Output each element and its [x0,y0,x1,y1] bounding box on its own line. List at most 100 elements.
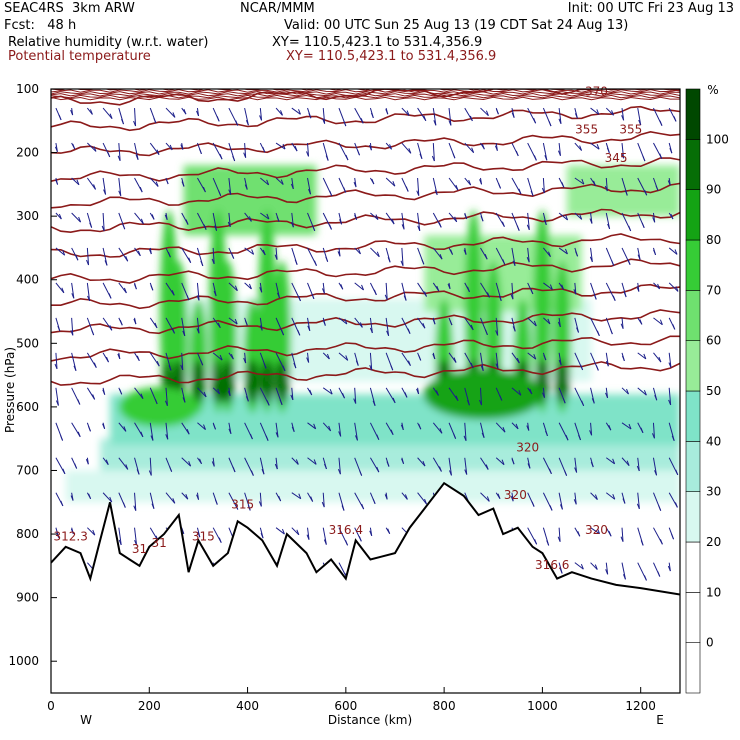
wind-vector [307,422,317,430]
wind-vector [590,562,598,570]
wind-vector [526,422,530,431]
wind-vector [338,352,349,361]
wind-vector [117,352,121,360]
wind-vector [290,177,294,190]
wind-vector [258,492,262,507]
wind-vector [417,317,426,329]
wind-vector [86,107,93,115]
contour-label: 315 [192,529,215,543]
x-tick-label: 400 [236,699,259,713]
wind-vector [118,212,126,230]
contour-label: 31 [151,536,166,550]
wind-vector [652,177,659,191]
wind-vector [620,527,624,542]
theta-contour [51,182,680,209]
wind-vector [291,142,298,152]
wind-vector [118,387,123,395]
wind-vector [652,387,658,401]
wind-vector [590,107,600,115]
wind-vector [164,212,168,221]
wind-vector [244,387,249,402]
wind-vector [275,107,283,116]
wind-vector [416,387,420,395]
wind-vector [401,282,407,301]
wind-vector [637,212,645,229]
wind-vector [228,352,234,360]
wind-vector [652,212,656,223]
wind-vector [574,177,585,185]
colorbar-bin [685,139,701,190]
wind-vector [181,177,185,187]
wind-vector [55,107,62,121]
wind-vector [464,177,472,186]
wind-vector [149,212,155,220]
wind-vector [621,457,630,466]
wind-vector [369,457,380,473]
field1-xy: XY= 110.5,423.1 to 531.4,356.9 [272,35,483,50]
wind-vector [653,527,663,545]
wind-vector [431,143,435,162]
wind-vector [244,107,249,126]
wind-vector [133,108,137,127]
wind-vector [291,247,298,265]
wind-vector [228,492,239,510]
wind-vector [243,143,247,158]
wind-vector [212,212,218,231]
wind-vector [244,457,254,476]
x-tick-label: 800 [433,699,456,713]
wind-vector [417,247,425,265]
wind-vector [527,317,537,327]
wind-vector [527,387,533,395]
wind-vector [117,143,121,161]
wind-vector [322,422,332,432]
wind-vector [228,247,235,259]
wind-vector [370,247,380,258]
wind-vector [385,317,390,337]
theta-contour [51,208,680,234]
colorbar-label: 100 [706,132,729,146]
wind-vector [494,142,498,151]
wind-vector [527,142,537,161]
wind-vector [244,422,253,440]
wind-vector [338,527,349,546]
y-tick-label: 400 [16,273,39,287]
wind-vector [527,527,538,545]
wind-vector [637,387,647,396]
wind-vector [86,422,91,432]
wind-vector [369,352,373,371]
wind-vector [181,422,190,435]
wind-vector [463,247,467,255]
wind-vector [181,247,192,264]
colorbar-label: 20 [706,535,721,549]
wind-vector [338,142,349,161]
colorbar-bin [685,189,701,241]
contour-label: 355 [619,123,642,137]
wind-vector [71,177,80,186]
wind-vector [621,282,627,298]
wind-vector [621,352,625,361]
wind-vector [118,282,127,294]
wind-vector [164,387,168,406]
wind-vector [574,387,585,407]
wind-vector [244,282,252,290]
x-tick-label: 1000 [527,699,558,713]
wind-vector [322,317,326,326]
wind-vector [653,142,663,159]
wind-vector [337,247,341,257]
colorbar-unit: % [707,83,718,97]
wind-vector [196,142,202,155]
theta-contour-upper [51,96,680,101]
colorbar-bin [685,340,701,392]
y-tick-label: 100 [16,82,39,96]
rh-band [65,470,680,503]
y-tick-label: 500 [16,336,39,350]
wind-vector [275,422,279,438]
colorbar: 0 10 20 30 40 50 60 70 80 90 100 [685,88,729,694]
wind-vector [637,107,642,126]
wind-vector [244,317,248,326]
wind-vector [212,142,223,160]
wind-vector [134,247,141,257]
wind-vector [432,422,443,434]
wind-vector [86,387,96,400]
